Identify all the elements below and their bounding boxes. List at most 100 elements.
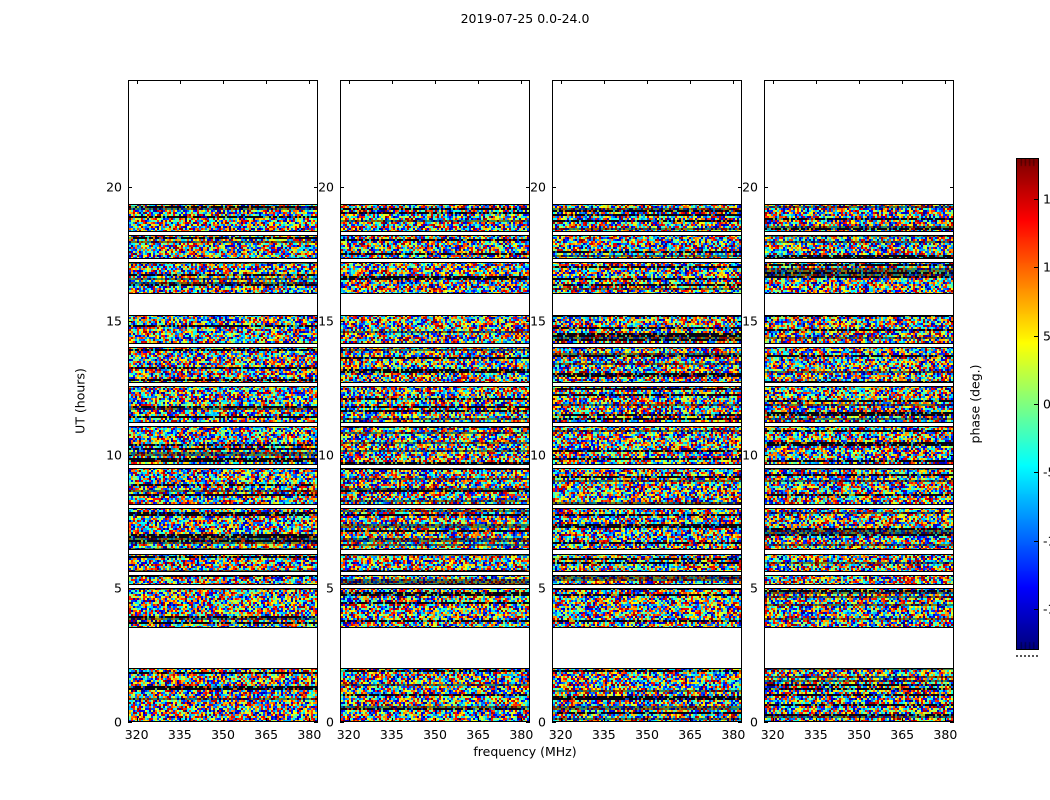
y-tick-mark — [340, 588, 344, 590]
y-tick-mark-right — [738, 722, 742, 723]
heatmap-image-xx — [129, 81, 317, 721]
heatmap-image-yx — [765, 81, 953, 721]
y-tick-label: 0 — [326, 714, 334, 730]
y-tick-mark-right — [950, 588, 954, 590]
colorbar-tick-label: 150 — [1043, 191, 1050, 207]
colorbar-tick-label: -100 — [1043, 533, 1050, 549]
y-tick-mark-right — [950, 454, 954, 456]
y-tick-mark — [128, 454, 132, 456]
x-tick-label: 350 — [423, 727, 447, 742]
x-tick-label: 380 — [933, 727, 958, 742]
y-tick-mark — [552, 187, 556, 188]
x-tick-mark-top — [647, 80, 648, 84]
y-tick-mark-right — [314, 187, 318, 188]
y-tick-mark-right — [526, 320, 530, 322]
y-tick-mark — [552, 454, 556, 456]
panel-yx[interactable]: YX, V6*V7=EA08*EA03 — [764, 80, 954, 722]
x-tick-mark-top — [136, 80, 138, 84]
x-tick-mark — [136, 718, 138, 722]
y-tick-mark-right — [526, 454, 530, 456]
x-tick-mark — [266, 718, 268, 722]
x-tick-mark — [521, 718, 523, 722]
y-tick-mark-right — [314, 722, 318, 723]
y-tick-mark — [552, 320, 556, 322]
x-tick-mark-top — [435, 80, 436, 84]
colorbar-tick-mark — [1034, 335, 1039, 337]
x-tick-mark-top — [772, 80, 774, 84]
x-tick-mark — [391, 718, 393, 722]
panel-xx[interactable]: XX, V6*V7=EA08*EA03 — [128, 80, 318, 722]
x-tick-mark — [815, 718, 817, 722]
x-tick-mark-top — [815, 80, 817, 84]
x-tick-label: 350 — [847, 727, 871, 742]
y-tick-mark — [764, 588, 768, 590]
y-tick-mark — [128, 722, 132, 723]
x-axis-label: frequency (MHz) — [473, 744, 577, 759]
colorbar-tick-label: -50 — [1043, 464, 1050, 480]
x-tick-mark — [772, 718, 774, 722]
colorbar-tick-label: 100 — [1043, 259, 1050, 275]
panel-xy[interactable]: XY, V6*V7=EA08*EA03 — [552, 80, 742, 722]
y-tick-mark — [764, 722, 768, 723]
y-tick-mark — [340, 320, 344, 322]
y-tick-label: 15 — [106, 313, 122, 329]
colorbar-gradient — [1017, 159, 1038, 649]
x-tick-mark — [223, 718, 224, 722]
x-tick-label: 365 — [890, 727, 915, 742]
x-tick-mark-top — [560, 80, 562, 84]
x-tick-mark — [647, 718, 648, 722]
panel-yy[interactable]: YY, V6*V7=EA08*EA03 — [340, 80, 530, 722]
y-tick-mark — [340, 454, 344, 456]
x-tick-mark-top — [690, 80, 692, 84]
y-tick-label: 0 — [114, 714, 122, 730]
x-tick-label: 350 — [211, 727, 235, 742]
colorbar-tick-mark — [1034, 540, 1039, 542]
y-tick-mark-right — [738, 454, 742, 456]
colorbar-tick-mark — [1034, 609, 1039, 610]
y-tick-label: 20 — [530, 179, 546, 195]
x-tick-label: 320 — [548, 727, 573, 742]
x-tick-mark — [603, 718, 605, 722]
x-tick-mark-top — [945, 80, 947, 84]
colorbar-tick-mark — [1034, 404, 1039, 405]
y-axis-label: UT (hours) — [72, 368, 88, 434]
x-tick-mark — [733, 718, 735, 722]
x-tick-label: 320 — [336, 727, 361, 742]
colorbar-tick-label: 50 — [1043, 328, 1050, 344]
x-tick-mark — [690, 718, 692, 722]
y-tick-mark-right — [314, 320, 318, 322]
y-tick-mark — [128, 187, 132, 188]
y-tick-mark-right — [950, 187, 954, 188]
y-tick-mark — [552, 722, 556, 723]
x-tick-mark — [945, 718, 947, 722]
y-tick-label: 5 — [538, 580, 546, 596]
y-tick-mark-right — [314, 588, 318, 590]
y-tick-mark-right — [526, 187, 530, 188]
y-tick-mark — [764, 454, 768, 456]
y-tick-mark-right — [950, 320, 954, 322]
x-tick-mark-top — [266, 80, 268, 84]
x-tick-label: 320 — [124, 727, 149, 742]
y-tick-label: 20 — [318, 179, 334, 195]
y-tick-label: 10 — [742, 447, 758, 462]
y-tick-mark — [340, 722, 344, 723]
y-tick-label: 10 — [106, 447, 122, 462]
y-tick-label: 15 — [530, 313, 546, 329]
y-tick-mark-right — [314, 454, 318, 456]
x-tick-mark — [902, 718, 904, 722]
x-tick-mark-top — [521, 80, 523, 84]
colorbar-tick-label: 0 — [1043, 396, 1050, 412]
x-tick-mark-top — [391, 80, 393, 84]
x-tick-mark — [859, 718, 860, 722]
y-tick-mark-right — [526, 722, 530, 723]
colorbar-label: phase (deg.) — [967, 364, 983, 444]
heatmap-image-yy — [341, 81, 529, 721]
y-tick-label: 20 — [106, 179, 122, 195]
y-tick-label: 5 — [326, 580, 334, 596]
x-tick-mark-top — [603, 80, 605, 84]
colorbar-underline — [1016, 655, 1039, 657]
heatmap-image-xy — [553, 81, 741, 721]
x-tick-label: 380 — [297, 727, 322, 742]
x-tick-label: 365 — [254, 727, 279, 742]
